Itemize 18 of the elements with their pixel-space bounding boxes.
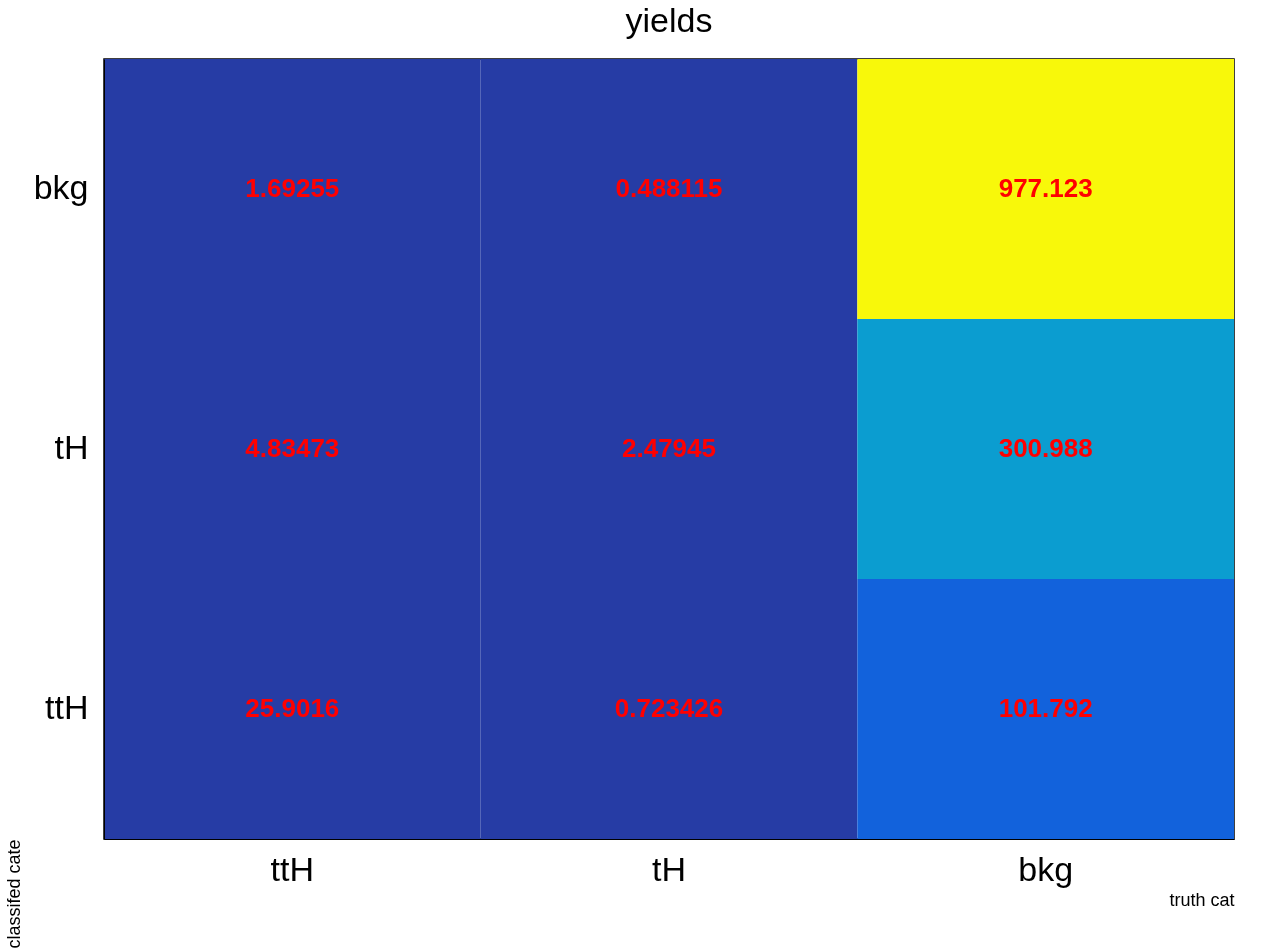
data-label: 977.123 [998,173,1093,203]
data-label: 25.9016 [245,693,340,723]
y-tick-label: tH [54,428,89,466]
x-tick-label: bkg [1018,849,1074,888]
x-axis-title: truth cat [1169,889,1235,910]
y-tick-label: ttH [45,688,89,726]
data-label: 0.723426 [614,693,724,723]
data-label: 1.69255 [245,173,340,203]
chart-title: yields [625,1,713,39]
data-label: 4.83473 [245,433,340,463]
x-tick-label: tH [652,849,686,888]
data-label: 300.988 [998,433,1093,463]
data-label: 2.47945 [622,433,716,463]
data-label: 101.792 [998,693,1093,723]
data-label: 0.488115 [615,173,723,203]
y-axis-title: classifed cate [3,839,24,949]
y-tick-label: bkg [33,168,89,206]
x-tick-label: ttH [270,849,315,888]
